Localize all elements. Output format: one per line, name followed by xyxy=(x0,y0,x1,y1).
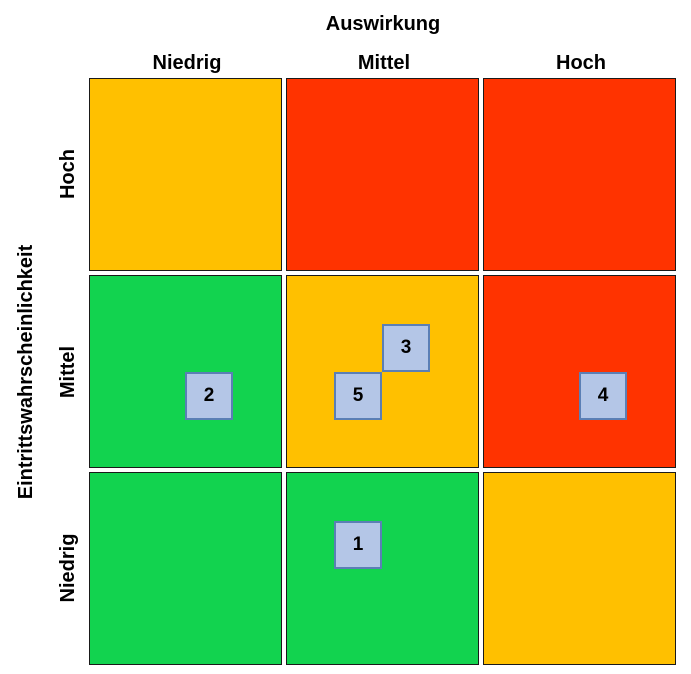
cell-mittel-niedrig xyxy=(89,275,282,468)
cell-hoch-hoch xyxy=(483,78,676,271)
risk-marker-2[interactable]: 2 xyxy=(185,372,233,420)
risk-marker-3[interactable]: 3 xyxy=(382,324,430,372)
column-header-mittel: Mittel xyxy=(357,52,411,74)
column-header-niedrig: Niedrig xyxy=(152,52,222,74)
cell-niedrig-niedrig xyxy=(89,472,282,665)
cell-niedrig-hoch xyxy=(483,472,676,665)
impact-axis-title: Auswirkung xyxy=(325,13,441,35)
column-header-hoch: Hoch xyxy=(556,52,606,74)
risk-marker-1[interactable]: 1 xyxy=(334,521,382,569)
cell-hoch-mittel xyxy=(286,78,479,271)
cell-niedrig-mittel xyxy=(286,472,479,665)
cell-hoch-niedrig xyxy=(89,78,282,271)
row-header-hoch: Hoch xyxy=(57,149,79,199)
risk-marker-5[interactable]: 5 xyxy=(334,372,382,420)
row-header-mittel: Mittel xyxy=(57,345,79,399)
risk-marker-4[interactable]: 4 xyxy=(579,372,627,420)
probability-axis-title: Eintrittswahrscheinlichkeit xyxy=(15,244,37,500)
row-header-niedrig: Niedrig xyxy=(57,533,79,603)
cell-mittel-hoch xyxy=(483,275,676,468)
